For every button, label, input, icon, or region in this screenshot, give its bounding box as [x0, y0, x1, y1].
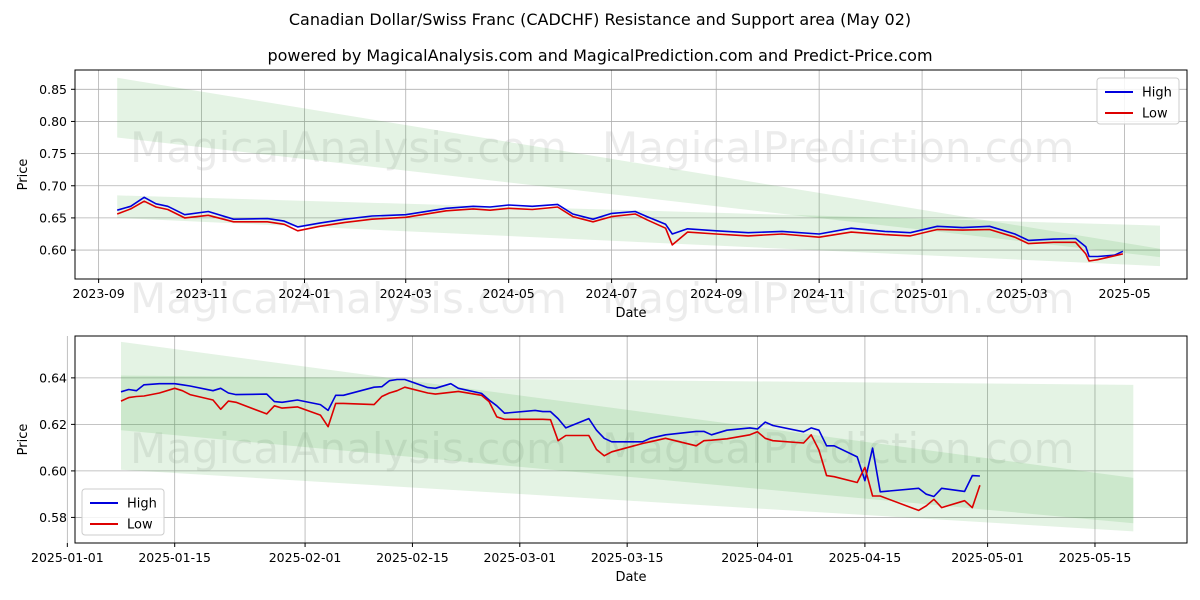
top-chart-panel: 2023-09 2023-11 2024-01 2024-03 2024-05 2024-…: [16, 69, 1188, 321]
resistance-support-band: [117, 195, 1161, 267]
legend-label-high: High: [127, 497, 157, 512]
resistance-support-band: [117, 77, 1161, 258]
y-tick-label: 0.58: [39, 510, 67, 525]
x-tick-label: 2023-11: [175, 286, 227, 301]
x-tick-label: 2024-05: [483, 286, 535, 301]
x-tick-label: 2025-05-01: [951, 550, 1024, 565]
watermark-text: MagicalAnalysis.com: [130, 123, 567, 172]
x-axis-label: Date: [615, 570, 646, 585]
y-tick-label: 0.75: [39, 146, 67, 161]
x-tick-label: 2025-01: [896, 286, 948, 301]
x-tick-label: 2025-04-15: [829, 550, 902, 565]
watermark-text: MagicalPrediction.com: [602, 123, 1075, 172]
x-tick-label: 2023-09: [73, 286, 125, 301]
x-tick-label: 2024-07: [585, 286, 637, 301]
series-line-low: [120, 386, 981, 512]
x-tick-label: 2025-03: [996, 286, 1048, 301]
y-tick-label: 0.62: [39, 417, 67, 432]
y-tick-label: 0.80: [39, 114, 67, 129]
bottom-chart-panel: 2025-01-01 2025-01-15 2025-02-01 2025-02-15…: [16, 335, 1188, 585]
x-tick-label: 2024-09: [690, 286, 742, 301]
x-tick-label: 2024-03: [380, 286, 432, 301]
x-tick-label: 2025-05: [1098, 286, 1150, 301]
chart-title: Canadian Dollar/Swiss Franc (CADCHF) Res…: [288, 10, 912, 29]
y-tick-label: 0.64: [39, 370, 67, 385]
y-axis-label: Price: [16, 159, 31, 191]
x-tick-label: 2025-01-15: [138, 550, 211, 565]
y-tick-label: 0.60: [39, 463, 67, 478]
series-line-low: [116, 200, 1124, 262]
y-tick-label: 0.85: [39, 82, 67, 97]
x-tick-label: 2025-05-15: [1059, 550, 1132, 565]
x-tick-label: 2025-03-01: [483, 550, 556, 565]
series-line-high: [116, 196, 1124, 258]
legend-label-low: Low: [127, 518, 153, 533]
watermark-text: MagicalPrediction.com: [602, 274, 1075, 323]
legend-label-high: High: [1142, 86, 1172, 101]
x-axis-label: Date: [615, 306, 646, 321]
chart-legend: High Low: [81, 488, 165, 536]
plot-frame: [74, 69, 1188, 280]
x-tick-label: 2024-11: [793, 286, 845, 301]
x-tick-label: 2024-01: [278, 286, 330, 301]
y-tick-label: 0.65: [39, 210, 67, 225]
legend-label-low: Low: [1142, 107, 1168, 122]
chart-legend: High Low: [1096, 77, 1180, 125]
x-tick-label: 2025-03-15: [591, 550, 664, 565]
x-tick-label: 2025-02-15: [376, 550, 449, 565]
watermark-text: MagicalAnalysis.com: [130, 424, 567, 473]
y-axis-label: Price: [16, 424, 31, 456]
chart-subtitle: powered by MagicalAnalysis.com and Magic…: [267, 46, 933, 65]
x-tick-label: 2025-04-01: [721, 550, 794, 565]
x-tick-label: 2025-02-01: [269, 550, 342, 565]
series-line-high: [120, 378, 980, 498]
y-tick-label: 0.60: [39, 243, 67, 258]
y-tick-label: 0.70: [39, 178, 67, 193]
x-tick-label: 2025-01-01: [31, 550, 104, 565]
plot-frame: [74, 335, 1188, 544]
watermark-text: MagicalAnalysis.com: [130, 274, 567, 323]
